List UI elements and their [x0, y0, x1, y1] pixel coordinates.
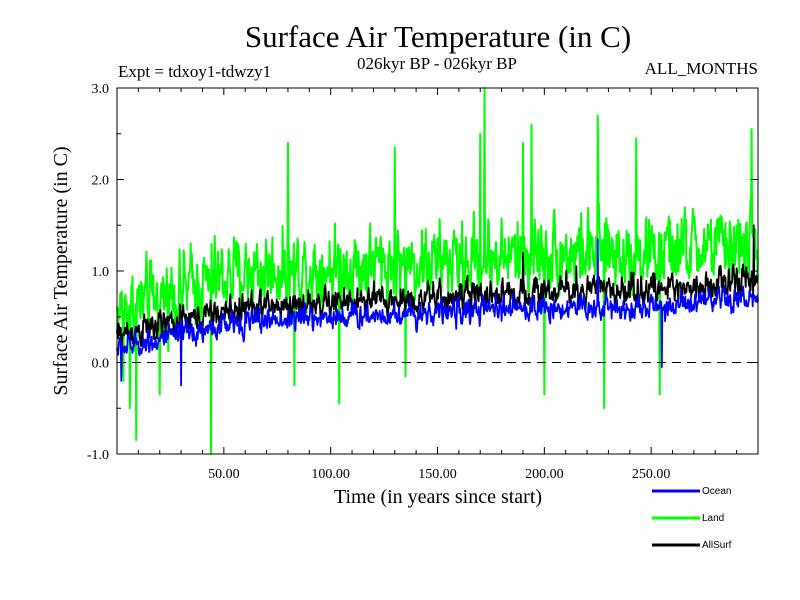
months-label: ALL_MONTHS — [645, 59, 758, 78]
y-tick-label: 2.0 — [92, 174, 110, 189]
plot-area — [116, 87, 759, 455]
y-axis-label: Surface Air Temperature (in C) — [50, 146, 72, 395]
chart-title: Surface Air Temperature (in C) — [245, 19, 631, 54]
x-axis: 50.00 100.00 150.00 200.00 250.00 — [137, 88, 738, 482]
x-tick-label: 200.00 — [525, 467, 564, 482]
legend: Ocean Land AllSurf — [652, 486, 732, 551]
period-label: 026kyr BP - 026kyr BP — [357, 54, 517, 73]
legend-label-allsurf: AllSurf — [702, 540, 732, 551]
y-tick-label: 0.0 — [92, 357, 110, 372]
x-tick-label: 150.00 — [418, 467, 457, 482]
legend-label-ocean: Ocean — [702, 486, 731, 497]
x-axis-label: Time (in years since start) — [334, 486, 542, 508]
y-tick-label: -1.0 — [87, 448, 109, 463]
series-line-allsurf — [116, 224, 759, 350]
experiment-label: Expt = tdxoy1-tdwzy1 — [118, 62, 271, 81]
series-layer — [116, 87, 759, 455]
y-axis: -1.0 0.0 1.0 2.0 3.0 — [87, 82, 758, 463]
x-tick-label: 250.00 — [632, 467, 671, 482]
x-tick-label: 100.00 — [311, 467, 350, 482]
legend-label-land: Land — [702, 513, 724, 524]
series-line-land — [116, 87, 759, 455]
x-tick-label: 50.00 — [208, 467, 240, 482]
y-tick-label: 3.0 — [92, 82, 110, 97]
series-line-ocean — [116, 238, 759, 387]
y-tick-label: 1.0 — [92, 265, 110, 280]
